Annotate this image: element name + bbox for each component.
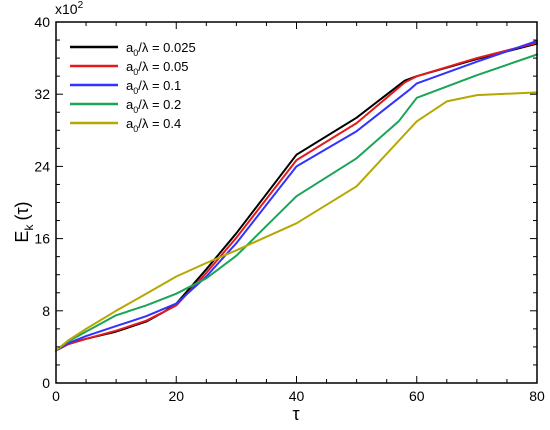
legend-item-5: a0/λ = 0.4 <box>70 116 181 134</box>
plot-lines <box>55 40 538 352</box>
axis-ticks <box>55 21 538 384</box>
svg-text:Ek(τ): Ek (τ) <box>12 201 36 242</box>
y-axis-title-sub: k <box>22 224 36 231</box>
legend-label: a0/λ = 0.025 <box>126 40 196 58</box>
series-line-4 <box>55 53 538 352</box>
x-tick-label: 80 <box>529 388 545 404</box>
y-axis-title-main: E <box>12 231 32 243</box>
y-multiplier-base: x10 <box>55 1 78 17</box>
legend-item-3: a0/λ = 0.1 <box>70 78 181 96</box>
y-axis-multiplier: x102 <box>55 0 84 17</box>
legend-item-1: a0/λ = 0.025 <box>70 40 196 58</box>
x-axis-title: τ <box>292 404 299 424</box>
x-tick-label: 20 <box>168 388 184 404</box>
y-axis-title-suffix: (τ) <box>12 201 32 220</box>
svg-text:x102: x102 <box>55 0 84 17</box>
y-tick-label: 32 <box>34 86 50 102</box>
y-multiplier-exponent: 2 <box>78 0 84 11</box>
x-tick-label: 0 <box>52 388 60 404</box>
x-tick-label: 60 <box>409 388 425 404</box>
y-tick-label: 8 <box>42 303 50 319</box>
legend-label: a0/λ = 0.4 <box>126 116 181 134</box>
legend-label: a0/λ = 0.1 <box>126 78 181 96</box>
legend-item-4: a0/λ = 0.2 <box>70 97 181 115</box>
series-line-3 <box>55 40 538 352</box>
y-axis-title: Ek (τ) <box>12 201 36 242</box>
y-tick-label: 24 <box>34 158 50 174</box>
legend-item-2: a0/λ = 0.05 <box>70 59 188 77</box>
legend-label: a0/λ = 0.05 <box>126 59 188 77</box>
y-tick-label: 40 <box>34 14 50 30</box>
series-line-2 <box>55 41 538 352</box>
axis-tick-labels: 0 20 40 60 80 0 8 16 24 32 40 <box>34 14 545 404</box>
y-tick-label: 0 <box>42 375 50 391</box>
legend-label: a0/λ = 0.2 <box>126 97 181 115</box>
plot-frame <box>55 21 538 384</box>
y-tick-label: 16 <box>34 231 50 247</box>
series-line-5 <box>55 91 538 352</box>
x-tick-label: 40 <box>289 388 305 404</box>
